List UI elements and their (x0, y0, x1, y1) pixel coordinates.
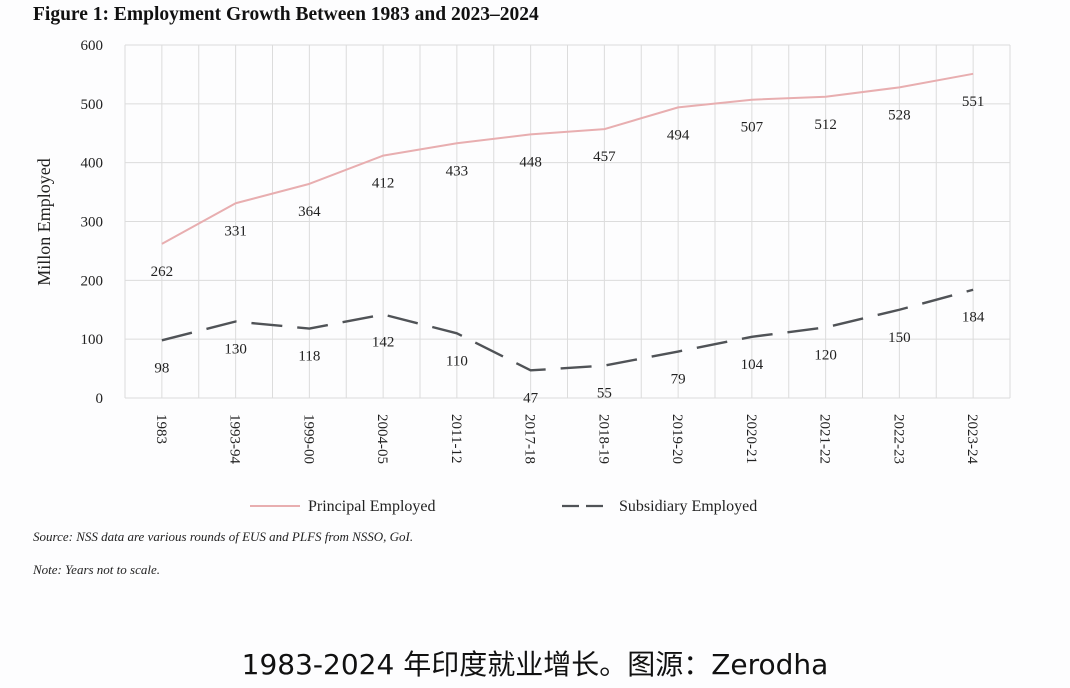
x-axis-ticks: 1983 1993-94 1999-00 2004-05 2011-12 2017-18 2… (153, 414, 980, 464)
x-tick-label: 2018-19 (595, 414, 611, 464)
subsidiary-data-label: 184 (962, 310, 985, 326)
principal-data-label: 448 (519, 154, 542, 170)
x-tick-label: 2021-22 (817, 414, 833, 464)
subsidiary-data-label: 118 (298, 349, 320, 365)
line-chart: 0 100 200 300 400 500 600 Millon Employed 1983… (34, 38, 1011, 515)
x-tick-label: 2017-18 (522, 414, 538, 464)
subsidiary-data-label: 110 (446, 353, 468, 369)
principal-data-label: 507 (741, 120, 764, 136)
x-tick-label: 2011-12 (448, 414, 464, 463)
principal-data-label: 262 (151, 264, 174, 280)
x-tick-label: 1993-94 (227, 414, 243, 464)
x-tick-label: 1983 (153, 414, 169, 444)
subsidiary-data-label: 150 (888, 330, 911, 346)
y-tick-label: 200 (81, 273, 104, 289)
principal-employed-line (161, 72, 974, 245)
image-caption: 1983-2024 年印度就业增长。图源：Zerodha (241, 648, 829, 681)
principal-data-label: 457 (593, 149, 616, 165)
subsidiary-data-label: 104 (741, 357, 764, 373)
legend-subsidiary-label: Subsidiary Employed (619, 498, 757, 515)
principal-data-label: 331 (224, 223, 247, 239)
scale-note: Note: Years not to scale. (33, 562, 160, 577)
x-tick-label: 2022-23 (890, 414, 906, 464)
x-tick-label: 2023-24 (964, 414, 980, 464)
subsidiary-data-label: 130 (224, 342, 247, 358)
principal-data-label: 364 (298, 204, 321, 220)
x-tick-label: 2004-05 (374, 414, 390, 464)
subsidiary-employed-line (161, 288, 974, 372)
principal-data-label: 551 (962, 94, 985, 110)
principal-data-label: 512 (814, 117, 837, 133)
data-labels: 262 331 364 412 433 448 457 494 507 512 528 551 98 13… (151, 94, 985, 407)
x-tick-label: 2020-21 (743, 414, 759, 464)
x-tick-label: 2019-20 (669, 414, 685, 464)
chart-title: Figure 1: Employment Growth Between 1983… (33, 4, 539, 25)
series-lines (161, 72, 974, 372)
subsidiary-data-label: 55 (597, 386, 612, 402)
subsidiary-data-label: 79 (671, 372, 686, 388)
principal-data-label: 494 (667, 127, 690, 143)
y-axis-label: Millon Employed (34, 158, 54, 286)
subsidiary-data-label: 120 (814, 347, 837, 363)
y-tick-label: 0 (96, 391, 104, 407)
source-note: Source: NSS data are various rounds of E… (33, 529, 414, 544)
principal-data-label: 433 (446, 163, 469, 179)
legend-principal-label: Principal Employed (308, 498, 436, 515)
y-tick-label: 600 (81, 38, 104, 54)
subsidiary-data-label: 98 (154, 360, 169, 376)
y-tick-label: 300 (81, 215, 104, 231)
y-tick-label: 400 (81, 156, 104, 172)
y-axis-ticks: 0 100 200 300 400 500 600 (81, 38, 104, 407)
principal-data-label: 528 (888, 107, 911, 123)
grid (124, 44, 1011, 399)
x-tick-label: 1999-00 (300, 414, 316, 464)
legend: Principal Employed Subsidiary Employed (250, 498, 757, 515)
y-tick-label: 500 (81, 97, 104, 113)
subsidiary-data-label: 142 (372, 334, 395, 350)
subsidiary-data-label: 47 (523, 390, 539, 406)
principal-data-label: 412 (372, 176, 395, 192)
y-tick-label: 100 (81, 332, 104, 348)
